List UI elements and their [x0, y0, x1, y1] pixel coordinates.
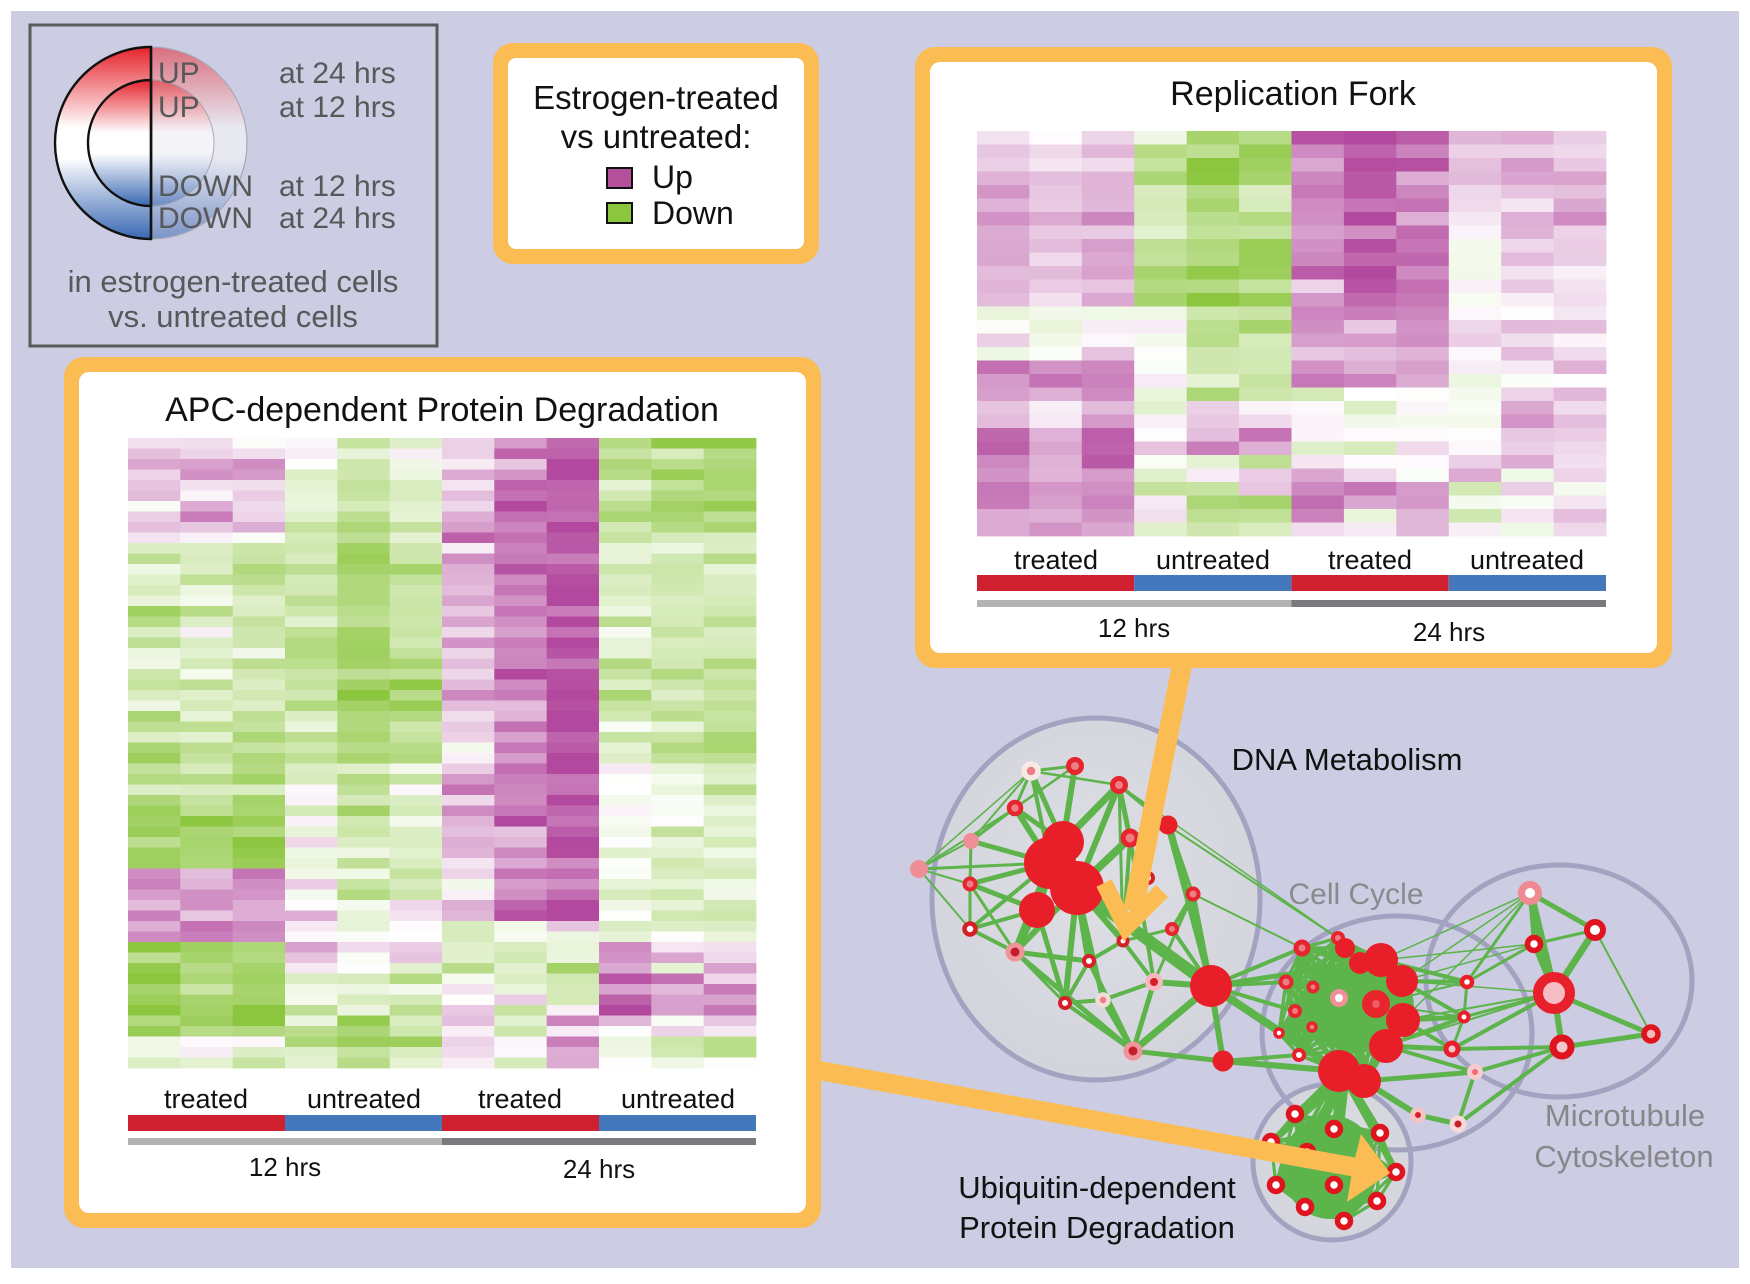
svg-text:vs. untreated cells: vs. untreated cells — [108, 299, 358, 334]
svg-text:DNA Metabolism: DNA Metabolism — [1232, 742, 1463, 777]
svg-text:untreated: untreated — [1470, 545, 1584, 575]
svg-text:at 24 hrs: at 24 hrs — [279, 57, 396, 90]
svg-text:in estrogen-treated cells: in estrogen-treated cells — [68, 264, 399, 299]
svg-text:DOWN: DOWN — [158, 202, 253, 235]
svg-text:untreated: untreated — [621, 1084, 735, 1114]
svg-text:Ubiquitin-dependent: Ubiquitin-dependent — [958, 1170, 1236, 1205]
svg-text:Estrogen-treated: Estrogen-treated — [533, 79, 779, 116]
svg-text:untreated: untreated — [1156, 545, 1270, 575]
svg-text:UP: UP — [158, 91, 200, 124]
svg-text:24 hrs: 24 hrs — [563, 1154, 635, 1184]
svg-text:APC-dependent Protein Degradat: APC-dependent Protein Degradation — [165, 391, 719, 429]
svg-text:treated: treated — [1014, 545, 1098, 575]
svg-text:Microtubule: Microtubule — [1545, 1098, 1705, 1133]
svg-text:12 hrs: 12 hrs — [1098, 613, 1170, 643]
svg-text:Cytoskeleton: Cytoskeleton — [1534, 1139, 1713, 1174]
svg-text:Down: Down — [652, 195, 734, 231]
svg-text:treated: treated — [478, 1084, 562, 1114]
svg-text:vs untreated:: vs untreated: — [561, 118, 752, 155]
svg-text:12 hrs: 12 hrs — [249, 1152, 321, 1182]
svg-text:at 24 hrs: at 24 hrs — [279, 202, 396, 235]
svg-text:UP: UP — [158, 57, 200, 90]
svg-text:Up: Up — [652, 159, 693, 195]
svg-text:DOWN: DOWN — [158, 170, 253, 203]
svg-text:Cell Cycle: Cell Cycle — [1288, 878, 1423, 911]
svg-text:untreated: untreated — [307, 1084, 421, 1114]
svg-text:at 12 hrs: at 12 hrs — [279, 170, 396, 203]
svg-text:at 12 hrs: at 12 hrs — [279, 91, 396, 124]
svg-text:Replication Fork: Replication Fork — [1170, 75, 1417, 113]
svg-text:treated: treated — [164, 1084, 248, 1114]
svg-text:treated: treated — [1328, 545, 1412, 575]
svg-text:24 hrs: 24 hrs — [1413, 617, 1485, 647]
svg-text:Protein Degradation: Protein Degradation — [959, 1210, 1235, 1245]
